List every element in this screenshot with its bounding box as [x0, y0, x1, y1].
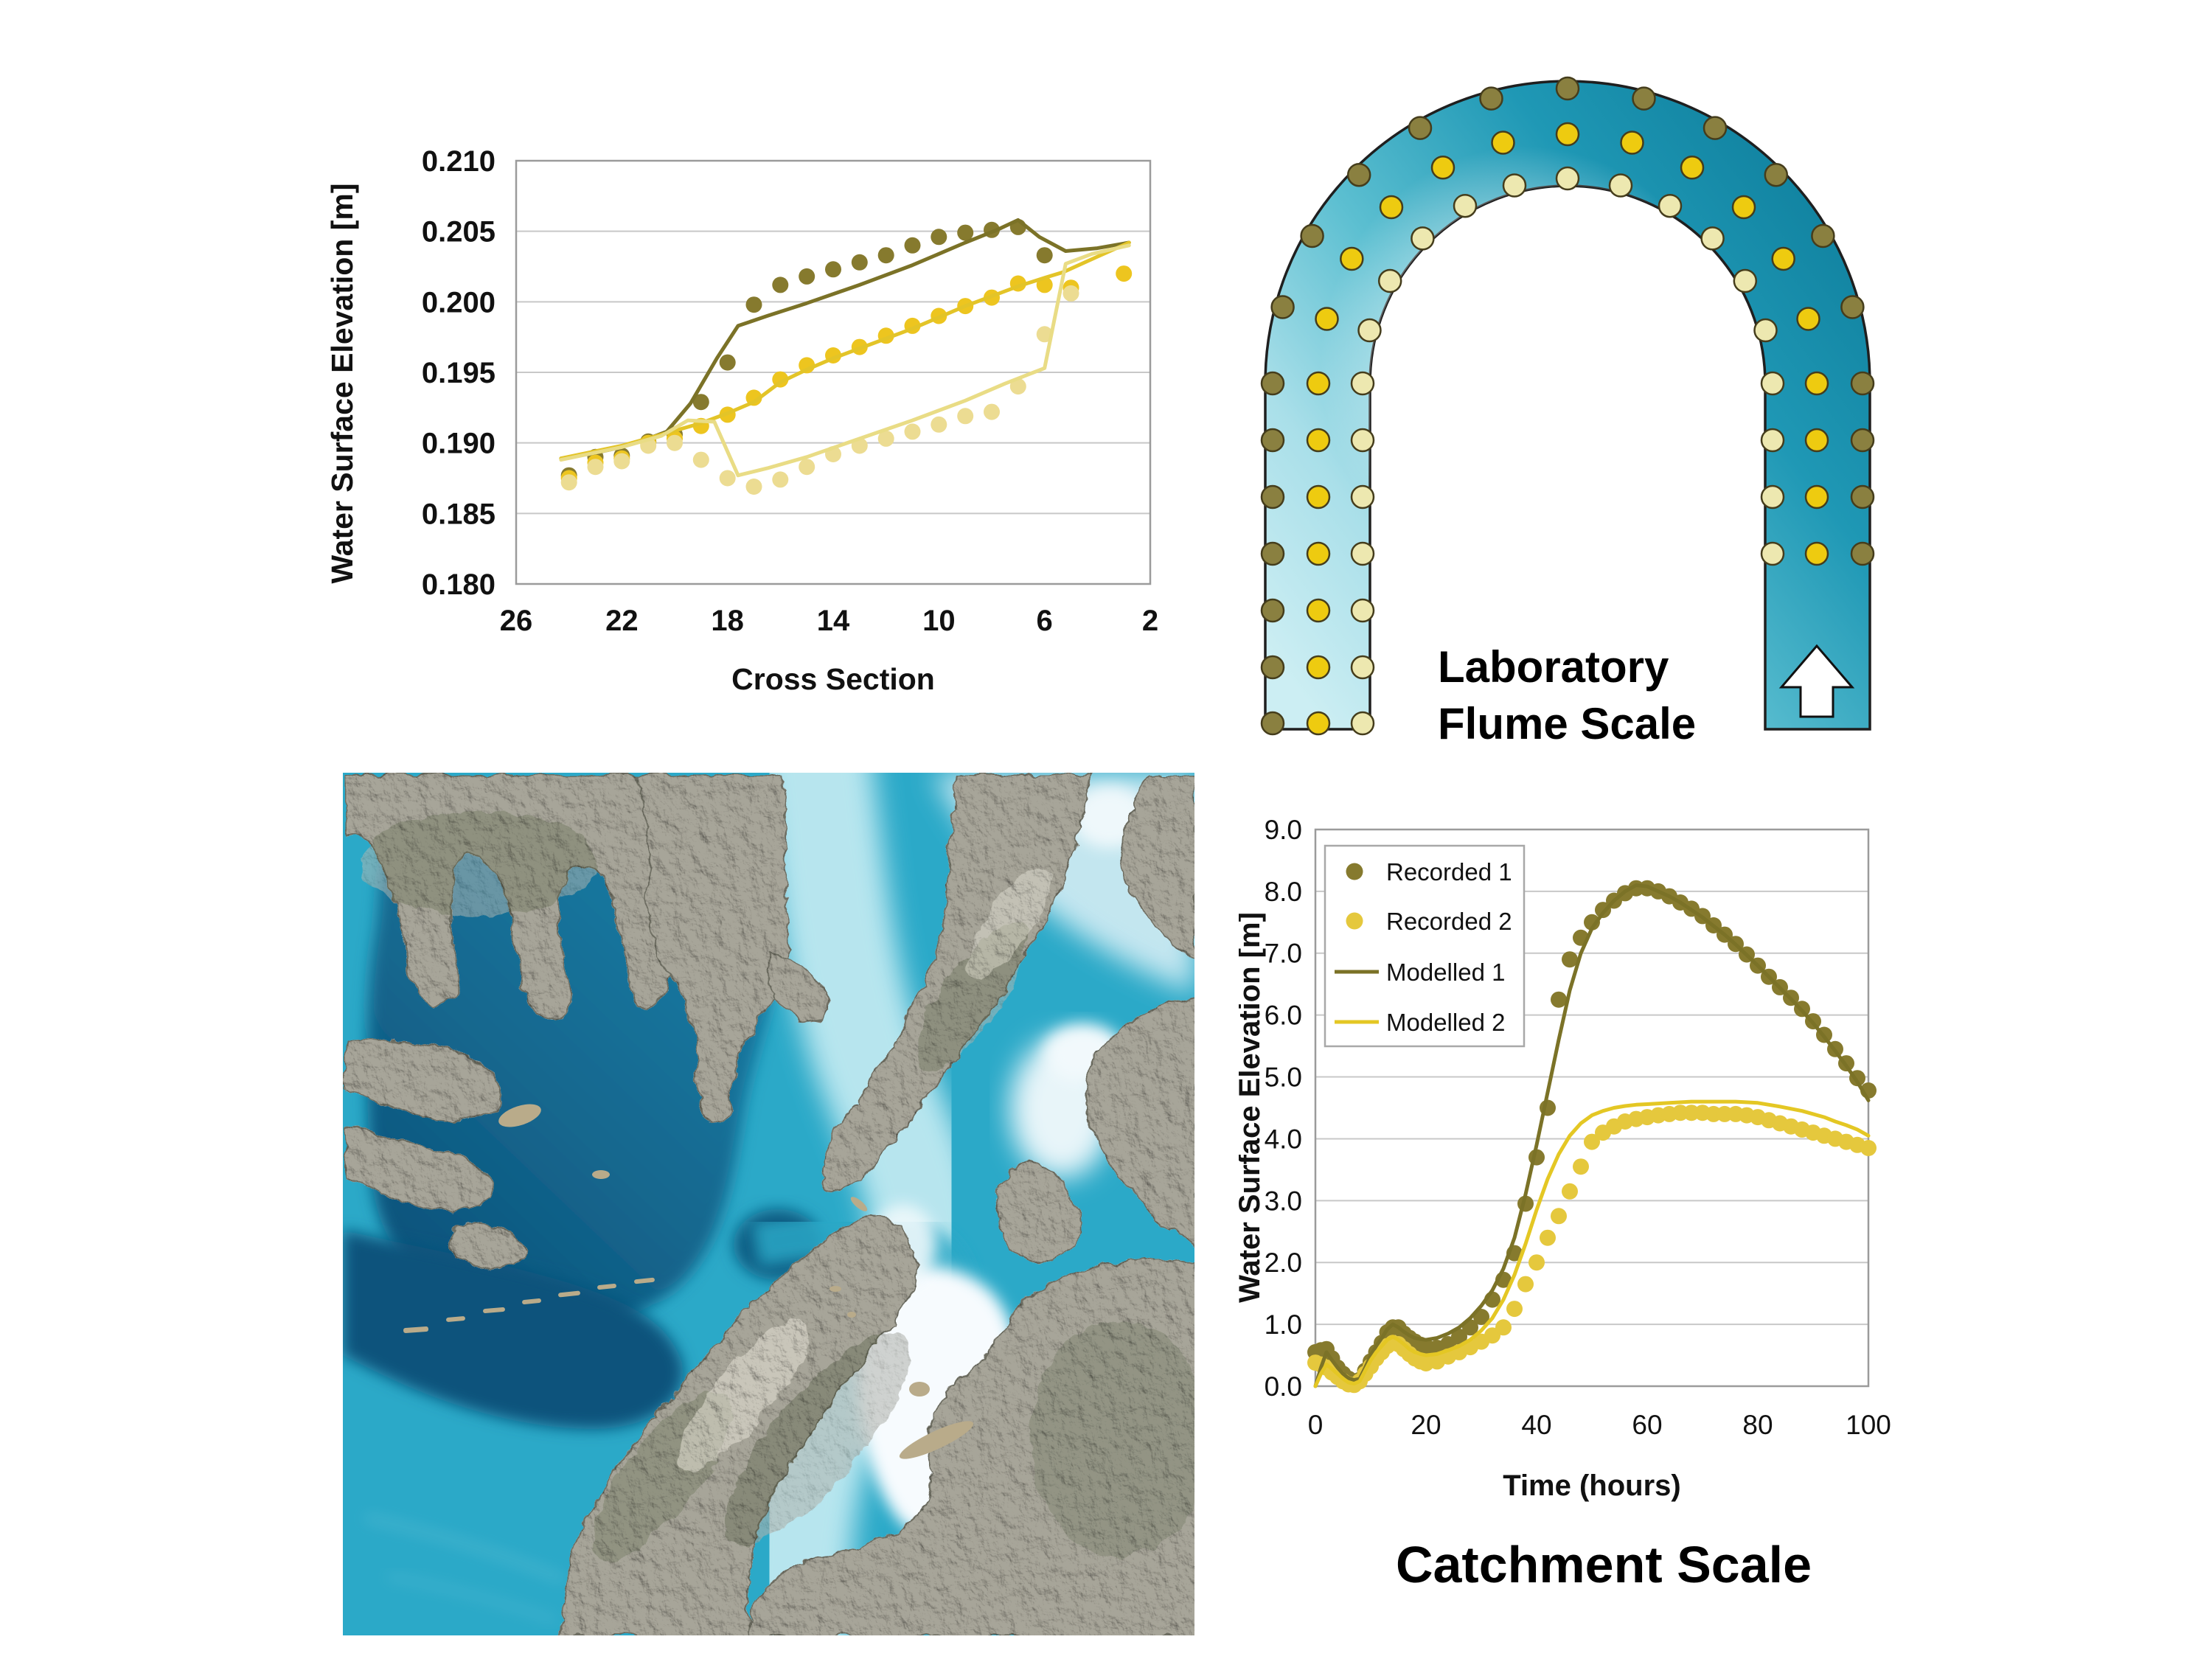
flood-inundation-map [343, 773, 1194, 1635]
dots-outer-row [1260, 76, 1875, 736]
svg-text:0.210: 0.210 [422, 145, 495, 178]
flume-scale-label: Laboratory Flume Scale [1438, 639, 1696, 752]
svg-text:8.0: 8.0 [1265, 877, 1302, 907]
y-axis-ticks: 0.210 0.205 0.200 0.195 0.190 0.185 0.180 [422, 145, 495, 601]
svg-text:9.0: 9.0 [1265, 815, 1302, 845]
svg-text:22: 22 [605, 605, 639, 637]
svg-text:80: 80 [1742, 1410, 1773, 1440]
dots-middle-row [1306, 122, 1829, 736]
flow-direction-arrow-icon [1778, 644, 1855, 718]
dots-inner-row [1350, 166, 1785, 736]
land-terrain [343, 773, 1194, 1635]
legend: Recorded 1 Recorded 2 Modelled 1 Modelled 2 [1324, 844, 1526, 1048]
svg-text:0.180: 0.180 [422, 568, 495, 601]
svg-text:5.0: 5.0 [1265, 1062, 1302, 1093]
series-recorded-dots-pale [560, 285, 1079, 495]
svg-text:40: 40 [1521, 1410, 1551, 1440]
svg-text:4.0: 4.0 [1265, 1124, 1302, 1154]
legend-marker-dot [1346, 863, 1363, 880]
legend-label: Modelled 1 [1386, 959, 1505, 986]
y-axis-title: Water Surface Elevation [m] [1239, 912, 1266, 1303]
svg-text:100: 100 [1846, 1410, 1891, 1440]
flume-scale-label-line2: Flume Scale [1438, 699, 1697, 748]
y-axis-title: Water Surface Elevation [m] [325, 183, 359, 583]
svg-text:1.0: 1.0 [1265, 1310, 1302, 1340]
flume-chart-panel: 26 22 18 14 10 6 2 0.210 0.205 0.200 0.195 0.190 0.1… [310, 59, 1224, 767]
svg-text:0.205: 0.205 [422, 216, 495, 248]
svg-text:0.0: 0.0 [1265, 1371, 1302, 1402]
svg-text:20: 20 [1411, 1410, 1441, 1440]
catchment-chart: 0 20 40 60 80 100 9.0 8.0 7.0 6.0 5.0 4.0 3.0 2.0 1.0 0… [1239, 815, 1891, 1502]
x-axis-title: Cross Section [731, 662, 935, 696]
plot-border [515, 159, 1152, 585]
svg-text:18: 18 [711, 605, 744, 637]
svg-text:10: 10 [922, 605, 956, 637]
islet-chain [403, 1104, 974, 1459]
flume-scale-label-line1: Laboratory [1438, 642, 1669, 692]
y-axis-ticks: 9.0 8.0 7.0 6.0 5.0 4.0 3.0 2.0 1.0 0.0 [1265, 815, 1302, 1402]
svg-text:3.0: 3.0 [1265, 1186, 1302, 1216]
svg-text:0.195: 0.195 [422, 357, 495, 389]
x-axis-title: Time (hours) [1503, 1470, 1681, 1502]
legend-label: Recorded 2 [1386, 908, 1512, 935]
cross-section-chart: 26 22 18 14 10 6 2 0.210 0.205 0.200 0.195 0.190 0.1… [325, 145, 1158, 696]
catchment-scale-label: Catchment Scale [1395, 1536, 1812, 1593]
svg-text:0.200: 0.200 [422, 286, 495, 319]
measurement-dot-grid [1260, 76, 1875, 736]
svg-text:14: 14 [817, 605, 850, 637]
catchment-chart-panel: 0 20 40 60 80 100 9.0 8.0 7.0 6.0 5.0 4.0 3.0 2.0 1.0 0… [1239, 796, 1983, 1652]
svg-text:60: 60 [1632, 1410, 1662, 1440]
flume-diagram [1260, 76, 1875, 736]
svg-text:2.0: 2.0 [1265, 1248, 1302, 1278]
series-modelled-line-pale [559, 243, 1131, 478]
flume-diagram-panel: Laboratory Flume Scale [1239, 52, 1917, 796]
svg-text:0: 0 [1308, 1410, 1324, 1440]
svg-text:2: 2 [1142, 605, 1158, 637]
svg-text:6.0: 6.0 [1265, 1001, 1302, 1031]
series-Modelled 1 [1313, 883, 1871, 1388]
svg-text:7.0: 7.0 [1265, 939, 1302, 969]
legend-label: Modelled 2 [1386, 1009, 1505, 1036]
series-Modelled 2 [1313, 1099, 1871, 1388]
svg-text:26: 26 [500, 605, 533, 637]
series-modelled-line-gold [559, 240, 1131, 461]
legend-label: Recorded 1 [1386, 858, 1512, 886]
legend-marker-dot [1346, 912, 1363, 930]
gridlines [516, 230, 1150, 515]
x-axis-ticks: 26 22 18 14 10 6 2 [500, 605, 1158, 637]
svg-text:0.190: 0.190 [422, 428, 495, 460]
svg-text:6: 6 [1037, 605, 1053, 637]
map-panel [343, 773, 1194, 1635]
plot-border [1314, 828, 1870, 1388]
series-Recorded 2 [1307, 1105, 1877, 1394]
x-axis-ticks: 0 20 40 60 80 100 [1308, 1410, 1891, 1440]
svg-text:0.185: 0.185 [422, 498, 495, 530]
